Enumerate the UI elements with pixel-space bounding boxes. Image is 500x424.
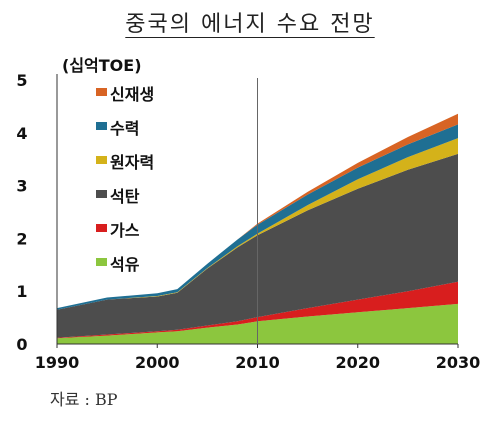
chart-title: 중국의 에너지 수요 전망 bbox=[0, 6, 500, 38]
chart-title-text: 중국의 에너지 수요 전망 bbox=[125, 12, 375, 37]
y-tick-label: 1 bbox=[16, 282, 27, 301]
x-tick-label: 2020 bbox=[335, 353, 380, 372]
x-tick-label: 2000 bbox=[135, 353, 180, 372]
legend-label: 원자력 bbox=[110, 153, 154, 172]
axes-layer: 0 1 2 3 4 5 1990 2000 2010 2020 2030 bbox=[16, 71, 480, 372]
legend-swatch bbox=[96, 122, 107, 130]
legend-swatch bbox=[96, 88, 107, 96]
legend-label: 가스 bbox=[110, 221, 140, 240]
legend-label: 석유 bbox=[110, 255, 140, 274]
area-series-3 bbox=[57, 138, 458, 310]
unit-label: (십억TOE) bbox=[62, 56, 142, 75]
legend-label: 수력 bbox=[110, 119, 139, 138]
legend-swatch bbox=[96, 190, 107, 198]
legend-swatch bbox=[96, 156, 107, 164]
y-tick-label: 4 bbox=[16, 124, 27, 143]
area-series-1 bbox=[57, 281, 458, 339]
legend-swatch bbox=[96, 258, 107, 266]
y-tick-label: 5 bbox=[16, 71, 27, 90]
y-tick-label: 3 bbox=[16, 177, 27, 196]
legend-label: 신재생 bbox=[110, 85, 154, 104]
area-series-4 bbox=[57, 124, 458, 310]
legend-label: 석탄 bbox=[110, 187, 140, 206]
x-tick-label: 1990 bbox=[35, 353, 80, 372]
legend-swatch bbox=[96, 224, 107, 232]
area-series-5 bbox=[57, 113, 458, 309]
x-tick-label: 2030 bbox=[436, 353, 481, 372]
source-note: 자료 : BP bbox=[50, 390, 118, 409]
y-tick-label: 0 bbox=[16, 335, 27, 354]
x-tick-label: 2010 bbox=[235, 353, 280, 372]
y-tick-label: 2 bbox=[16, 229, 27, 248]
